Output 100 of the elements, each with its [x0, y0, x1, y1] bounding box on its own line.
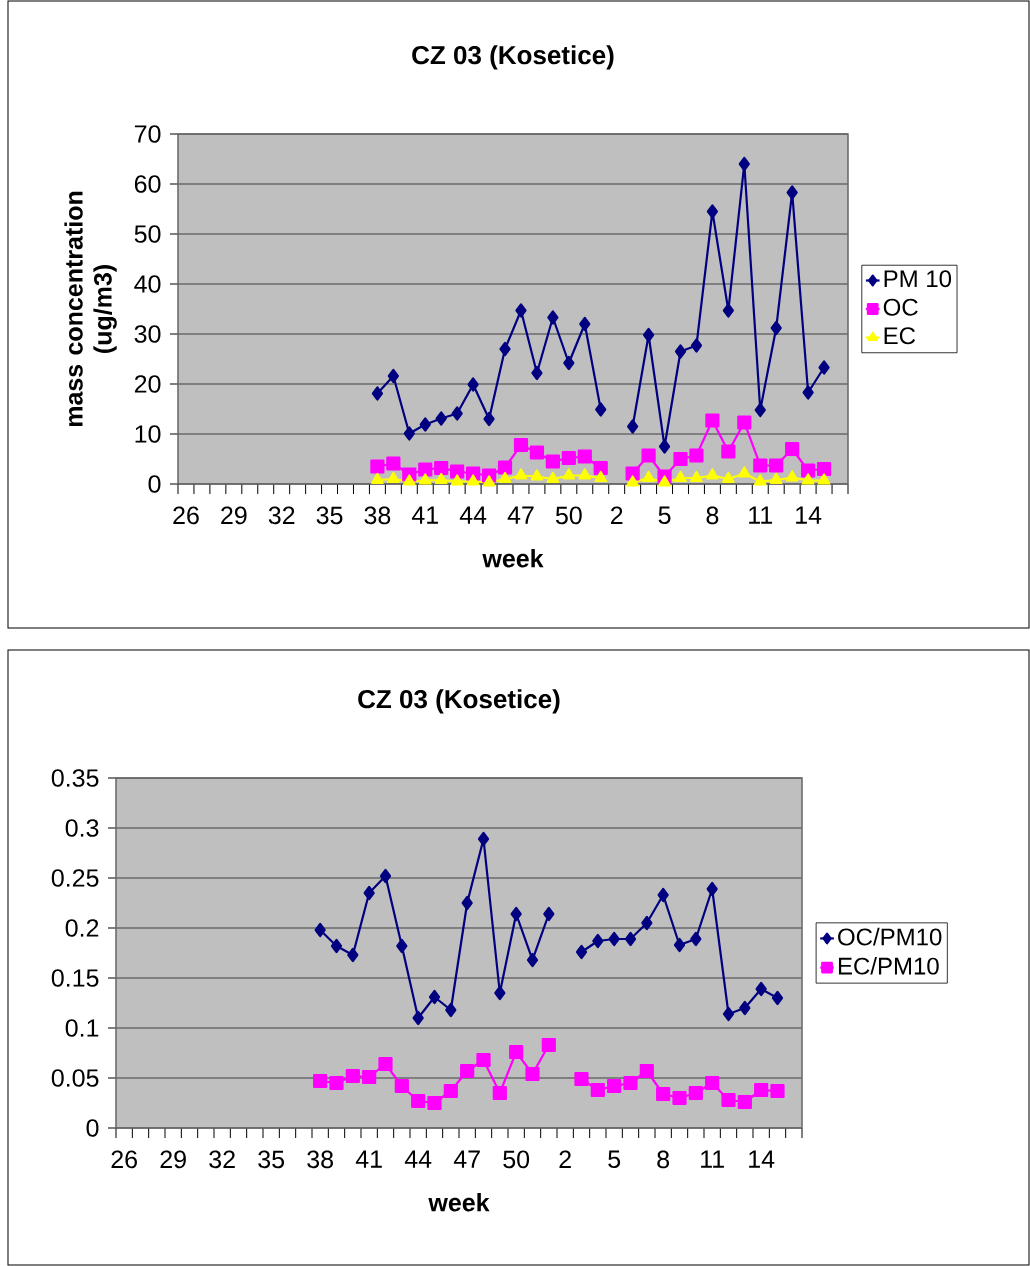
point	[403, 426, 415, 441]
point	[690, 931, 702, 947]
point	[737, 415, 752, 430]
point	[624, 931, 637, 947]
point	[705, 413, 720, 428]
point	[578, 468, 592, 480]
point	[575, 944, 588, 960]
point	[529, 445, 545, 460]
point	[641, 915, 653, 931]
x-tick-label: 11	[749, 506, 773, 524]
point	[577, 449, 592, 464]
point	[378, 1056, 393, 1072]
x-tick-label: 2	[610, 506, 623, 524]
point	[706, 468, 719, 480]
point	[396, 938, 408, 954]
x-tick-label: 38	[307, 1150, 333, 1169]
point	[434, 472, 448, 485]
y-tick-label: 0.3	[65, 819, 99, 837]
point	[722, 1006, 735, 1022]
point	[626, 475, 639, 487]
x-tick-label: 38	[364, 506, 391, 525]
x-tick-label: 5	[608, 1150, 621, 1168]
point	[371, 472, 384, 485]
y-tick-label: 0.25	[51, 869, 99, 887]
point	[513, 437, 529, 453]
x-tick-label: 29	[160, 1150, 186, 1169]
y-tick-label: 30	[134, 325, 161, 343]
point	[466, 474, 480, 486]
point	[427, 1095, 442, 1111]
legend-label: EC/PM10	[838, 956, 939, 975]
y-tick-label: 0.35	[51, 769, 99, 787]
point	[785, 470, 799, 482]
chart-title: CZ 03 (Kosetice)	[358, 689, 560, 714]
point	[721, 444, 736, 459]
point	[721, 1092, 736, 1108]
point	[770, 1083, 785, 1099]
chart-title: CZ 03 (Kosetice)	[412, 45, 614, 70]
point	[450, 464, 465, 479]
point	[499, 341, 511, 357]
x-tick-label: 41	[411, 506, 438, 524]
point	[461, 895, 473, 911]
point	[673, 451, 688, 467]
point	[753, 458, 768, 473]
x-tick-label: 32	[209, 1150, 235, 1169]
point	[657, 887, 669, 903]
point	[642, 327, 655, 343]
x-tick-label: 32	[268, 506, 295, 525]
point	[690, 338, 703, 353]
x-tick-label: 50	[555, 506, 582, 525]
point	[642, 470, 655, 483]
point	[547, 310, 559, 325]
y-tick-label: 70	[134, 125, 161, 143]
y-tick-label: 40	[134, 275, 161, 293]
point	[785, 441, 800, 457]
point	[656, 1086, 671, 1102]
x-tick-label: 11	[701, 1150, 724, 1168]
point	[419, 417, 431, 432]
point	[738, 156, 750, 172]
x-tick-label: 14	[749, 1150, 775, 1168]
point	[445, 1002, 457, 1018]
point	[418, 462, 433, 477]
x-tick-label: 26	[173, 506, 199, 525]
point	[579, 316, 591, 332]
point	[362, 1069, 377, 1085]
x-tick-label: 14	[796, 506, 822, 524]
point	[801, 463, 816, 478]
point	[545, 454, 560, 469]
point	[386, 456, 401, 471]
point	[541, 1037, 556, 1053]
point	[722, 303, 734, 318]
point	[379, 868, 392, 884]
point	[595, 402, 607, 417]
point	[738, 466, 751, 478]
legend-label: EC	[884, 327, 916, 345]
point	[371, 386, 383, 401]
point	[590, 1082, 605, 1098]
point	[674, 470, 687, 483]
point	[515, 303, 527, 318]
point	[625, 466, 640, 481]
y-tick-label: 10	[135, 425, 161, 443]
point	[531, 365, 543, 381]
point	[802, 385, 814, 400]
point	[690, 470, 703, 483]
point	[689, 448, 704, 463]
point	[467, 377, 479, 392]
point	[514, 468, 528, 480]
y-tick-label: 0.05	[51, 1069, 99, 1087]
point	[563, 355, 575, 371]
point	[574, 1071, 589, 1087]
legend-label: OC	[883, 298, 918, 316]
x-tick-label: 35	[258, 1150, 285, 1169]
point	[593, 460, 608, 476]
point	[428, 989, 441, 1005]
x-tick-label: 35	[316, 506, 343, 525]
point	[411, 1093, 426, 1109]
point	[434, 460, 449, 476]
point	[546, 471, 560, 484]
x-tick-label: 47	[507, 506, 534, 524]
point	[672, 1090, 687, 1106]
point	[688, 1085, 703, 1101]
